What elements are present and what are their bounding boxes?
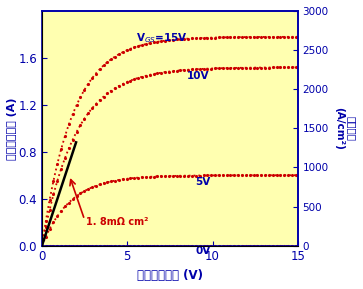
Y-axis label: ドレイン電流 (A): ドレイン電流 (A) — [7, 97, 17, 160]
Y-axis label: 電流密度
(A/cm²): 電流密度 (A/cm²) — [334, 107, 356, 150]
Text: 1. 8mΩ cm²: 1. 8mΩ cm² — [86, 216, 149, 227]
X-axis label: ドレイン電圧 (V): ドレイン電圧 (V) — [137, 269, 203, 282]
Text: 10V: 10V — [187, 71, 209, 81]
Text: V$_{GS}$=15V: V$_{GS}$=15V — [136, 32, 188, 45]
Text: 5V: 5V — [195, 177, 211, 187]
Text: 0V: 0V — [195, 246, 211, 256]
